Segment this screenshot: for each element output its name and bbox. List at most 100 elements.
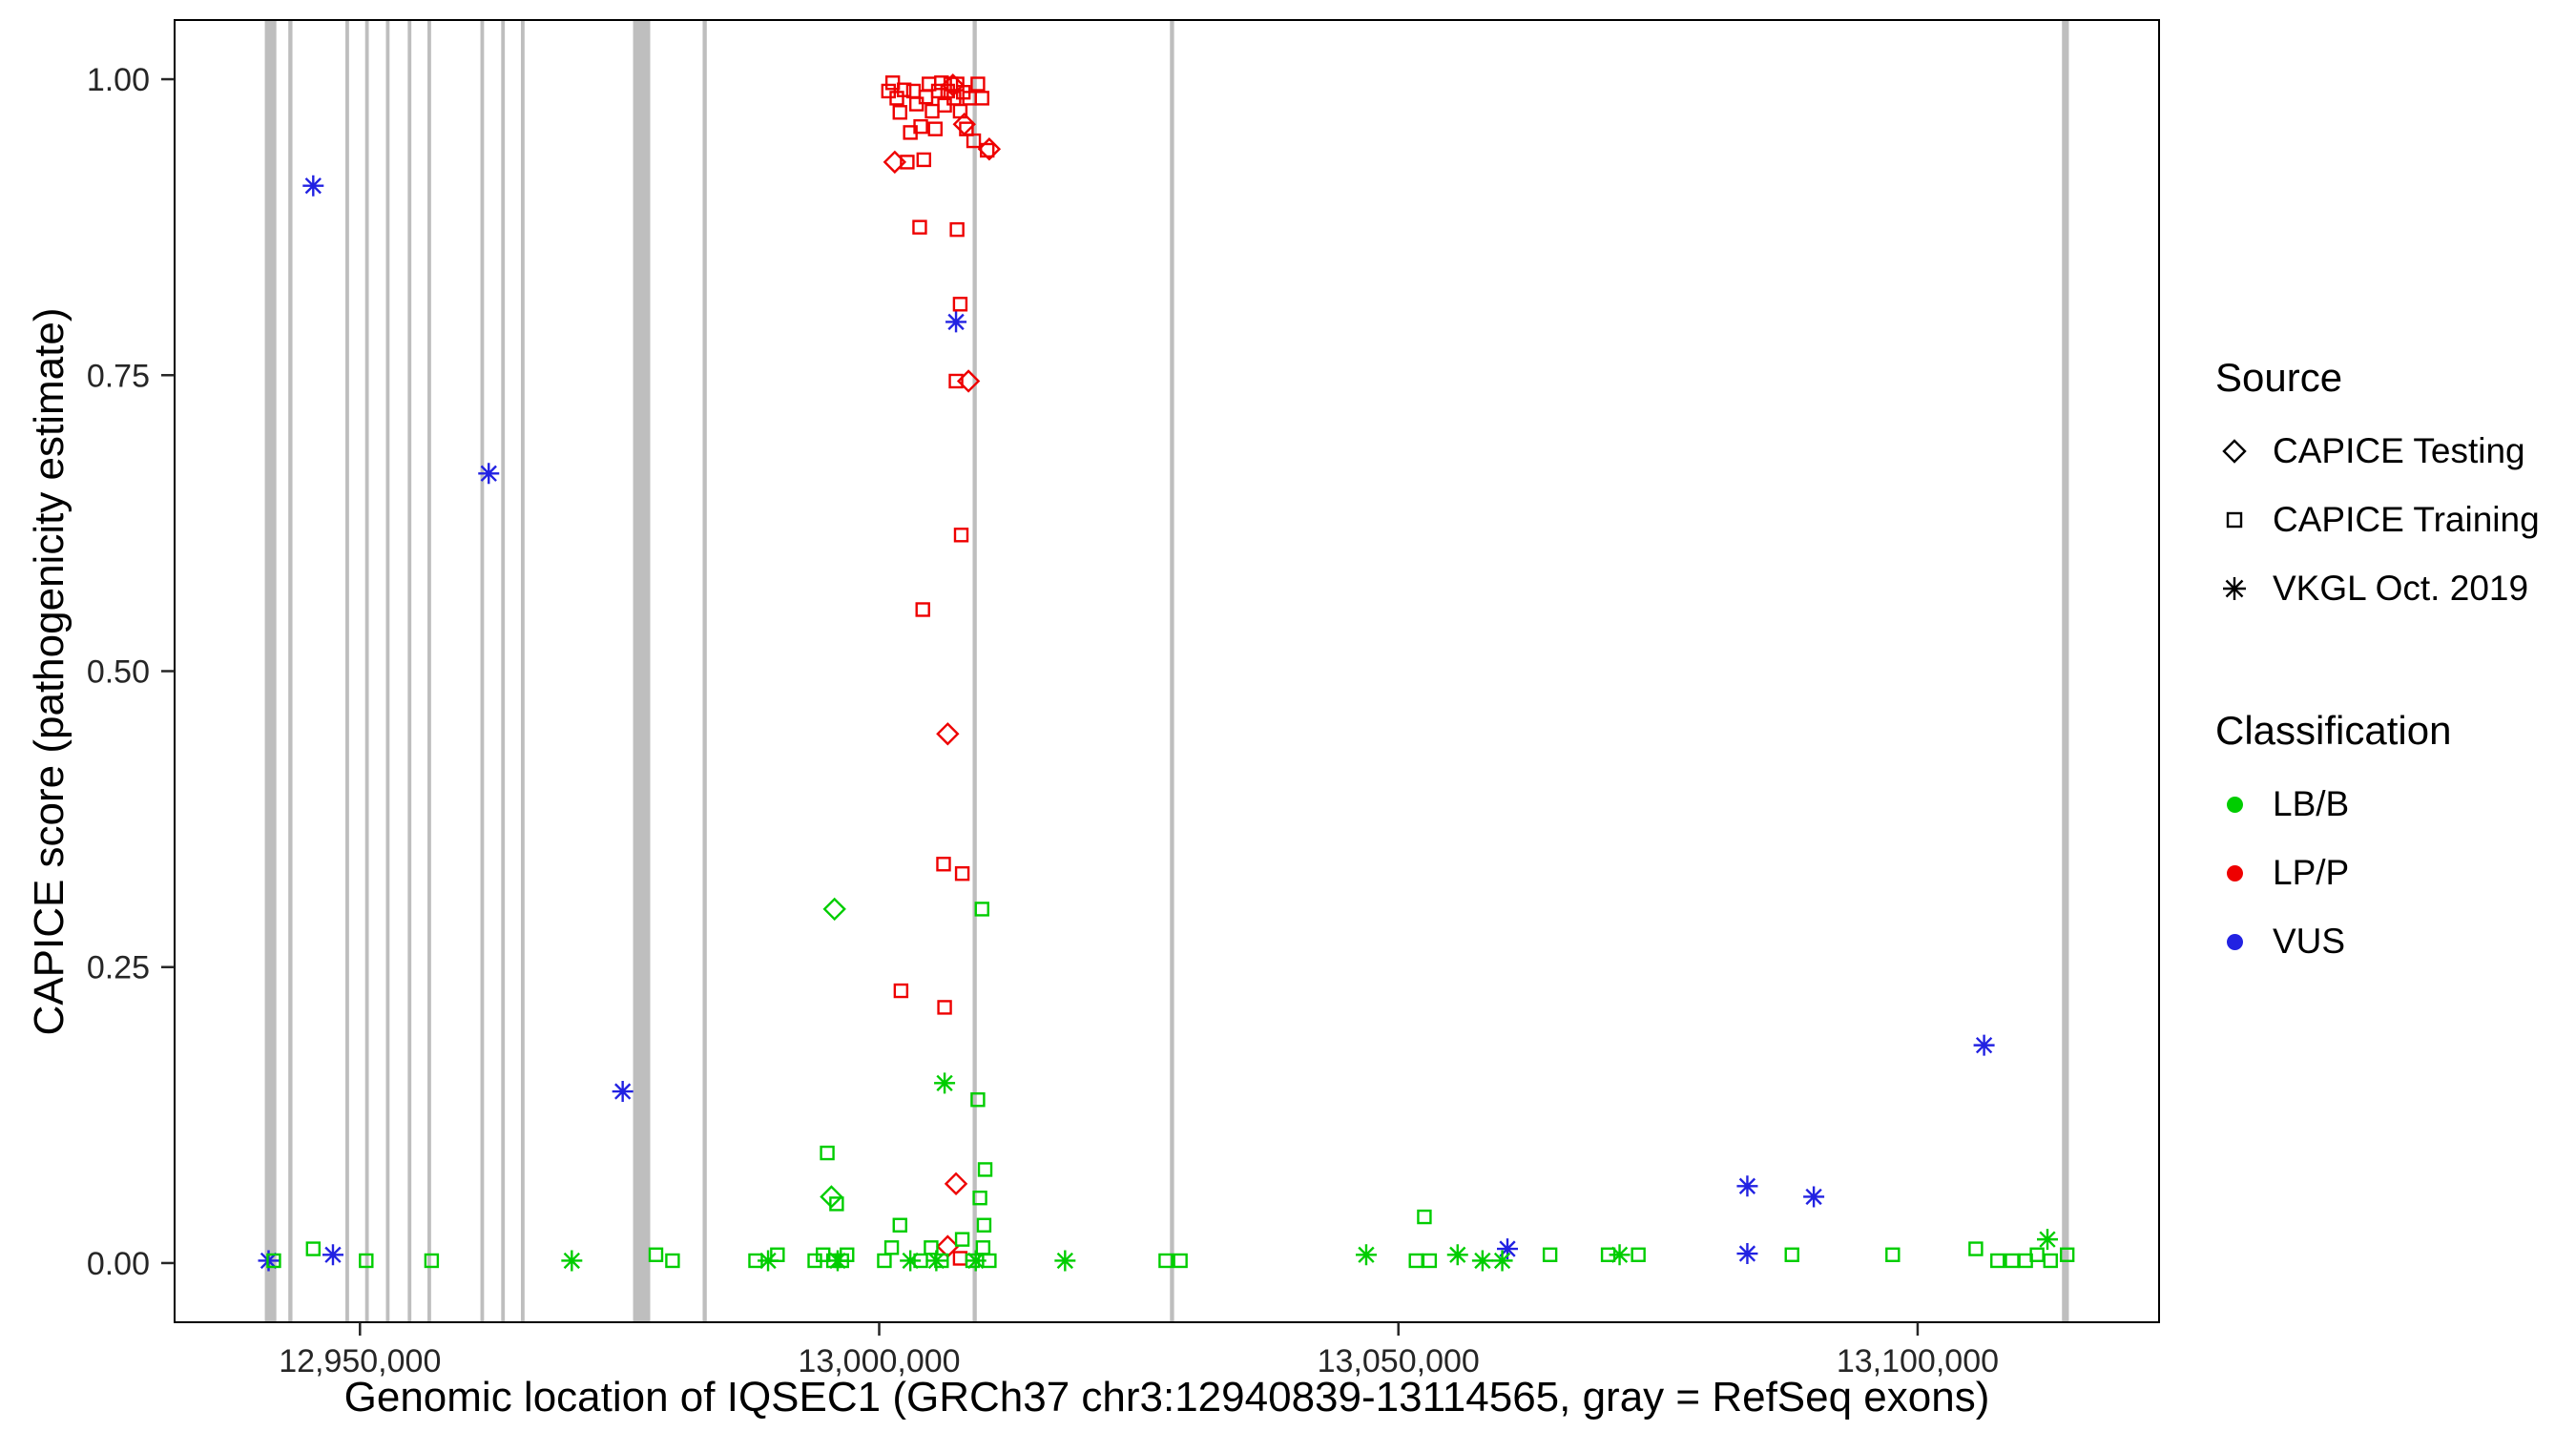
- data-point-training: [952, 297, 968, 312]
- data-point-vkgl: [934, 1072, 956, 1094]
- data-point-vkgl: [925, 1250, 947, 1272]
- y-tick-label: 0.00: [87, 1246, 150, 1282]
- data-point-training: [896, 82, 912, 97]
- data-point-training: [1990, 1253, 2005, 1269]
- data-point-training: [924, 103, 940, 119]
- data-point-training: [424, 1253, 440, 1269]
- legend-item-lbb: LB/B: [2215, 782, 2568, 826]
- data-point-vkgl: [302, 175, 324, 197]
- data-point-training: [305, 1241, 322, 1256]
- data-point-training: [820, 1145, 835, 1161]
- exon-bar: [385, 20, 390, 1322]
- data-point-training: [1784, 1247, 1799, 1262]
- data-point-vkgl: [478, 463, 500, 485]
- data-point-training: [912, 219, 927, 235]
- exon-bar: [1170, 20, 1174, 1322]
- data-point-vkgl: [2036, 1229, 2058, 1251]
- y-tick-label: 0.25: [87, 950, 150, 986]
- data-point-training: [1173, 1253, 1188, 1269]
- data-point-training: [913, 118, 928, 135]
- data-point-training: [359, 1253, 374, 1269]
- exon-bar: [702, 20, 707, 1322]
- data-point-vkgl: [1497, 1238, 1519, 1260]
- exon-bar: [501, 20, 506, 1322]
- legend-item-vus: VUS: [2215, 920, 2568, 964]
- data-point-testing: [944, 1172, 968, 1196]
- data-point-training: [829, 1196, 844, 1212]
- data-point-training: [1417, 1209, 1432, 1225]
- data-point-testing: [952, 113, 976, 136]
- data-point-vkgl: [1609, 1244, 1631, 1266]
- data-point-vkgl: [1471, 1250, 1493, 1272]
- x-axis-title: Genomic location of IQSEC1 (GRCh37 chr3:…: [343, 1374, 1990, 1421]
- data-point-training: [966, 133, 982, 149]
- legend-classification-title: Classification: [2215, 708, 2452, 753]
- square-icon: [2215, 501, 2254, 539]
- data-point-testing: [822, 897, 846, 922]
- legend-label-lbb: LB/B: [2273, 784, 2350, 823]
- data-point-training: [924, 1240, 939, 1255]
- x-tick-label: 12,950,000: [279, 1343, 441, 1379]
- exon-bar: [480, 20, 485, 1322]
- data-point-training: [970, 1092, 986, 1108]
- data-point-training: [949, 221, 965, 238]
- data-point-training: [972, 1191, 987, 1206]
- legend-label-vkgl: VKGL Oct. 2019: [2273, 569, 2529, 608]
- legend-item-capice-testing: CAPICE Testing: [2215, 429, 2568, 473]
- data-point-training: [974, 902, 989, 917]
- data-point-vkgl: [1491, 1250, 1513, 1272]
- exon-bar: [520, 20, 525, 1322]
- data-point-training: [900, 155, 915, 170]
- data-point-training: [970, 76, 986, 92]
- x-tick-label: 13,000,000: [798, 1343, 960, 1379]
- data-point-training: [948, 373, 964, 389]
- data-point-vkgl: [758, 1250, 779, 1272]
- data-point-training: [936, 857, 951, 872]
- exon-bar: [345, 20, 349, 1322]
- data-point-training: [266, 1253, 281, 1269]
- data-point-training: [915, 602, 930, 617]
- legend-item-capice-training: CAPICE Training: [2215, 498, 2568, 542]
- legend-source-title: Source: [2215, 355, 2343, 400]
- data-point-training: [1885, 1247, 1901, 1262]
- data-point-training: [1408, 1253, 1423, 1269]
- exon-bar: [288, 20, 293, 1322]
- data-point-training: [2043, 1253, 2058, 1269]
- data-point-testing: [936, 722, 960, 746]
- data-point-testing: [977, 137, 1002, 161]
- exon-bar: [427, 20, 431, 1322]
- data-point-training: [952, 1251, 968, 1266]
- x-tick-label: 13,050,000: [1318, 1343, 1480, 1379]
- data-point-training: [892, 105, 907, 120]
- legend-label-capice-training: CAPICE Training: [2273, 500, 2540, 539]
- data-point-training: [893, 983, 909, 999]
- data-point-training: [937, 1000, 952, 1015]
- data-point-training: [1158, 1253, 1174, 1269]
- x-tick-label: 13,100,000: [1837, 1343, 1999, 1379]
- data-point-training: [916, 152, 932, 168]
- data-point-vkgl: [965, 1250, 987, 1272]
- data-point-training: [892, 1217, 907, 1233]
- legend-item-vkgl: VKGL Oct. 2019: [2215, 567, 2568, 611]
- legend-label-capice-testing: CAPICE Testing: [2273, 431, 2525, 470]
- legend-item-lpp: LP/P: [2215, 851, 2568, 895]
- data-point-training: [1422, 1253, 1438, 1269]
- y-tick-label: 0.50: [87, 654, 150, 691]
- data-point-training: [974, 91, 989, 106]
- exon-bar: [364, 20, 369, 1322]
- data-point-training: [883, 1240, 900, 1255]
- data-point-vkgl: [1803, 1186, 1825, 1208]
- data-point-training: [877, 1253, 892, 1269]
- y-tick-label: 1.00: [87, 62, 150, 98]
- data-point-training: [1968, 1241, 1984, 1256]
- data-point-training: [953, 528, 969, 543]
- exon-bar: [633, 20, 651, 1322]
- exon-bar: [264, 20, 277, 1322]
- legend-label-vus: VUS: [2273, 922, 2346, 961]
- data-point-training: [975, 1240, 991, 1255]
- data-point-vkgl: [1736, 1243, 1758, 1265]
- data-point-training: [927, 121, 943, 136]
- data-point-training: [2005, 1253, 2020, 1269]
